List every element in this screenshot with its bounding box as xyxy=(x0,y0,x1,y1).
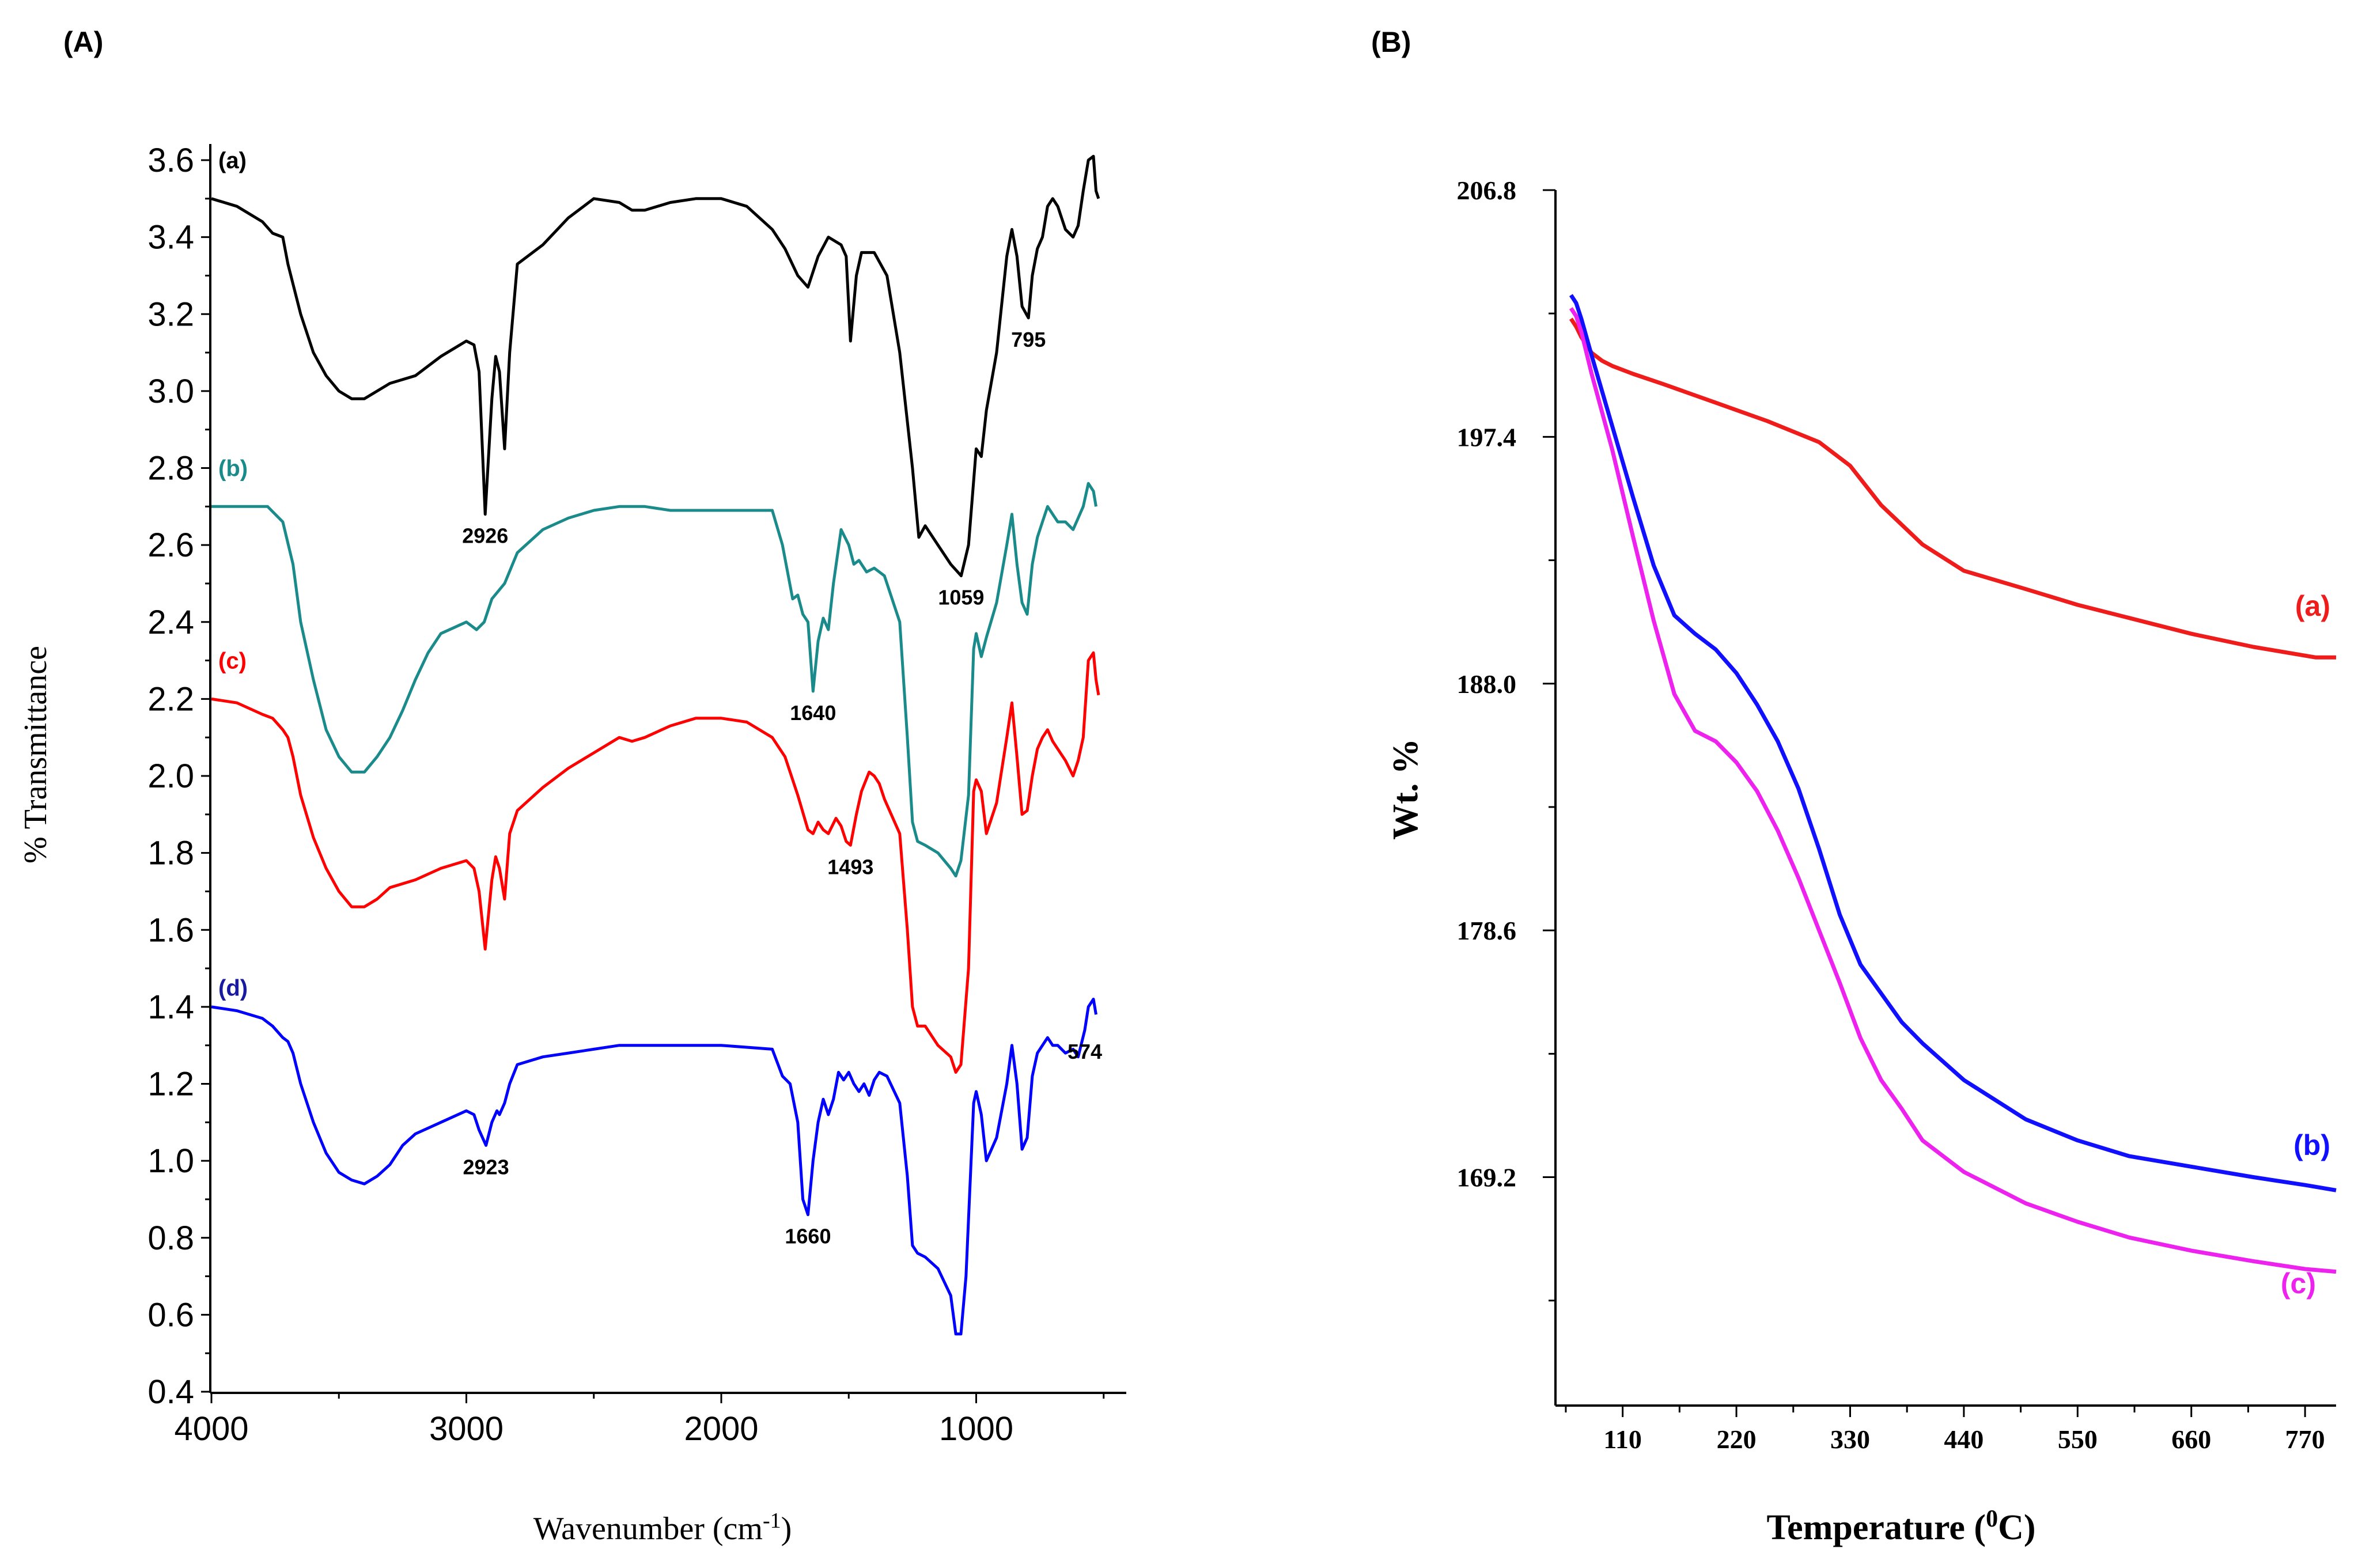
ftir-series-line xyxy=(211,154,1100,578)
ftir-y-tick-label: 0.8 xyxy=(147,1219,194,1257)
ftir-series-label: (c) xyxy=(218,649,247,674)
ftir-chart: 0.4 0.6 0.8 1.0 1.2 1.4 1.6 1.8 2.0 2.2 2.4 2.6 2.8 3… xyxy=(147,142,1126,1448)
ftir-x-tick-label: 1000 xyxy=(939,1410,1013,1448)
ftir-x-tick-label: 4000 xyxy=(174,1410,248,1448)
ftir-y-tick-label: 3.2 xyxy=(147,296,194,333)
ftir-series-line xyxy=(211,998,1097,1336)
ftir-x-tick-label: 2000 xyxy=(684,1410,758,1448)
ftir-y-tick-label: 2.4 xyxy=(147,604,194,641)
panel-a-letter: (A) xyxy=(63,26,103,58)
tga-series-line xyxy=(1569,317,2336,660)
ftir-y-tick-label: 3.6 xyxy=(147,142,194,179)
ftir-y-tick-label: 1.4 xyxy=(147,988,194,1026)
ftir-y-tick-label: 0.6 xyxy=(147,1296,194,1334)
ftir-y-tick-label: 2.2 xyxy=(147,680,194,718)
tga-x-tick-label: 550 xyxy=(2058,1425,2098,1454)
ftir-series-label: (b) xyxy=(218,456,248,482)
ftir-y-tick-label: 1.0 xyxy=(147,1142,194,1180)
tga-series-line xyxy=(1569,307,2337,1274)
ftir-peak-label: 795 xyxy=(1011,328,1046,351)
tga-y-tick-label: 188.0 xyxy=(1457,669,1517,699)
tga-x-tick-label: 220 xyxy=(1717,1425,1757,1454)
tga-x-axis-label: Temperature (0C) xyxy=(1767,1506,2036,1547)
tga-series-label: (c) xyxy=(2281,1267,2316,1300)
tga-y-tick-label: 169.2 xyxy=(1457,1163,1517,1192)
ftir-peak-label: 1660 xyxy=(785,1225,831,1248)
ftir-series-label: (a) xyxy=(218,148,247,173)
ftir-peak-label: 1640 xyxy=(790,701,836,725)
tga-x-tick-label: 110 xyxy=(1603,1425,1641,1454)
ftir-peak-label: 574 xyxy=(1068,1040,1102,1063)
tga-y-axis-label: Wt. % xyxy=(1386,738,1425,840)
ftir-series-label: (d) xyxy=(218,975,248,1001)
tga-y-tick-label: 197.4 xyxy=(1457,422,1517,452)
ftir-y-tick-label: 3.4 xyxy=(147,219,194,256)
tga-x-tick-label: 440 xyxy=(1944,1425,1984,1454)
tga-x-tick-label: 660 xyxy=(2171,1425,2211,1454)
tga-y-tick-label: 206.8 xyxy=(1457,176,1517,205)
tga-series-label: (a) xyxy=(2295,590,2330,622)
ftir-y-tick-label: 1.6 xyxy=(147,911,194,949)
ftir-series-line xyxy=(211,651,1100,1074)
ftir-y-tick-label: 1.8 xyxy=(147,835,194,872)
ftir-y-tick-label: 2.6 xyxy=(147,527,194,564)
ftir-series-line xyxy=(211,482,1097,878)
ftir-y-axis-label: % Transmittance xyxy=(18,646,54,863)
tga-series-line xyxy=(1569,294,2337,1192)
ftir-y-tick-label: 1.2 xyxy=(147,1066,194,1103)
tga-x-tick-label: 330 xyxy=(1830,1425,1870,1454)
tga-chart: 206.8 197.4 188.0 178.6 169.2 110 220 330 440 550… xyxy=(1457,176,2337,1454)
tga-x-tick-label: 770 xyxy=(2285,1425,2325,1454)
tga-series-label: (b) xyxy=(2293,1129,2330,1161)
ftir-y-tick-label: 0.4 xyxy=(147,1373,194,1411)
ftir-peak-label: 2926 xyxy=(462,524,508,548)
tga-y-tick-label: 178.6 xyxy=(1457,916,1517,945)
ftir-y-tick-label: 2.0 xyxy=(147,758,194,795)
ftir-y-tick-label: 3.0 xyxy=(147,373,194,410)
panel-b-letter: (B) xyxy=(1371,26,1411,58)
ftir-y-tick-label: 2.8 xyxy=(147,450,194,487)
ftir-x-tick-label: 3000 xyxy=(429,1410,504,1448)
ftir-peak-label: 2923 xyxy=(463,1155,509,1179)
ftir-peak-label: 1493 xyxy=(827,855,873,878)
ftir-x-axis-label: Wavenumber (cm-1) xyxy=(533,1509,792,1547)
ftir-peak-label: 1059 xyxy=(938,586,984,609)
